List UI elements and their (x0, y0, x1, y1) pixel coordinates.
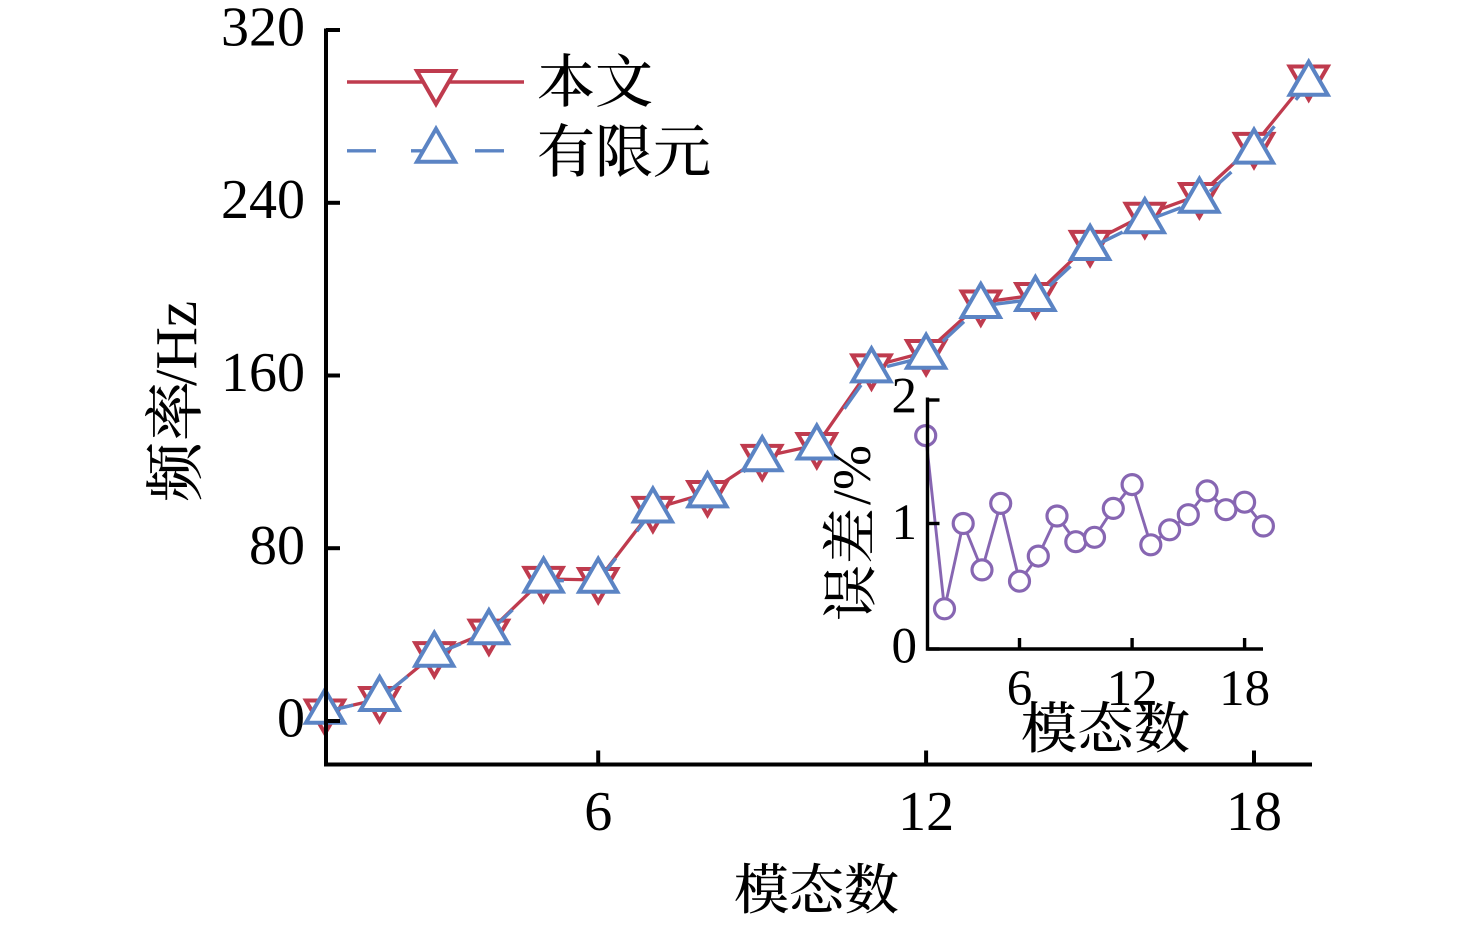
svg-text:80: 80 (249, 515, 305, 577)
svg-text:18: 18 (1226, 781, 1282, 843)
svg-text:160: 160 (221, 342, 305, 404)
svg-text:6: 6 (1007, 661, 1033, 717)
svg-text:/Hz: /Hz (143, 301, 209, 386)
svg-text:240: 240 (221, 169, 305, 231)
svg-text:0: 0 (277, 688, 305, 750)
svg-text:1: 1 (892, 495, 918, 551)
svg-text:6: 6 (584, 781, 612, 843)
svg-text:12: 12 (898, 781, 954, 843)
svg-text:18: 18 (1219, 661, 1270, 717)
svg-text:0: 0 (892, 619, 918, 675)
svg-text:2: 2 (892, 369, 918, 425)
svg-text:/%: /% (822, 445, 882, 505)
svg-text:320: 320 (221, 0, 305, 59)
